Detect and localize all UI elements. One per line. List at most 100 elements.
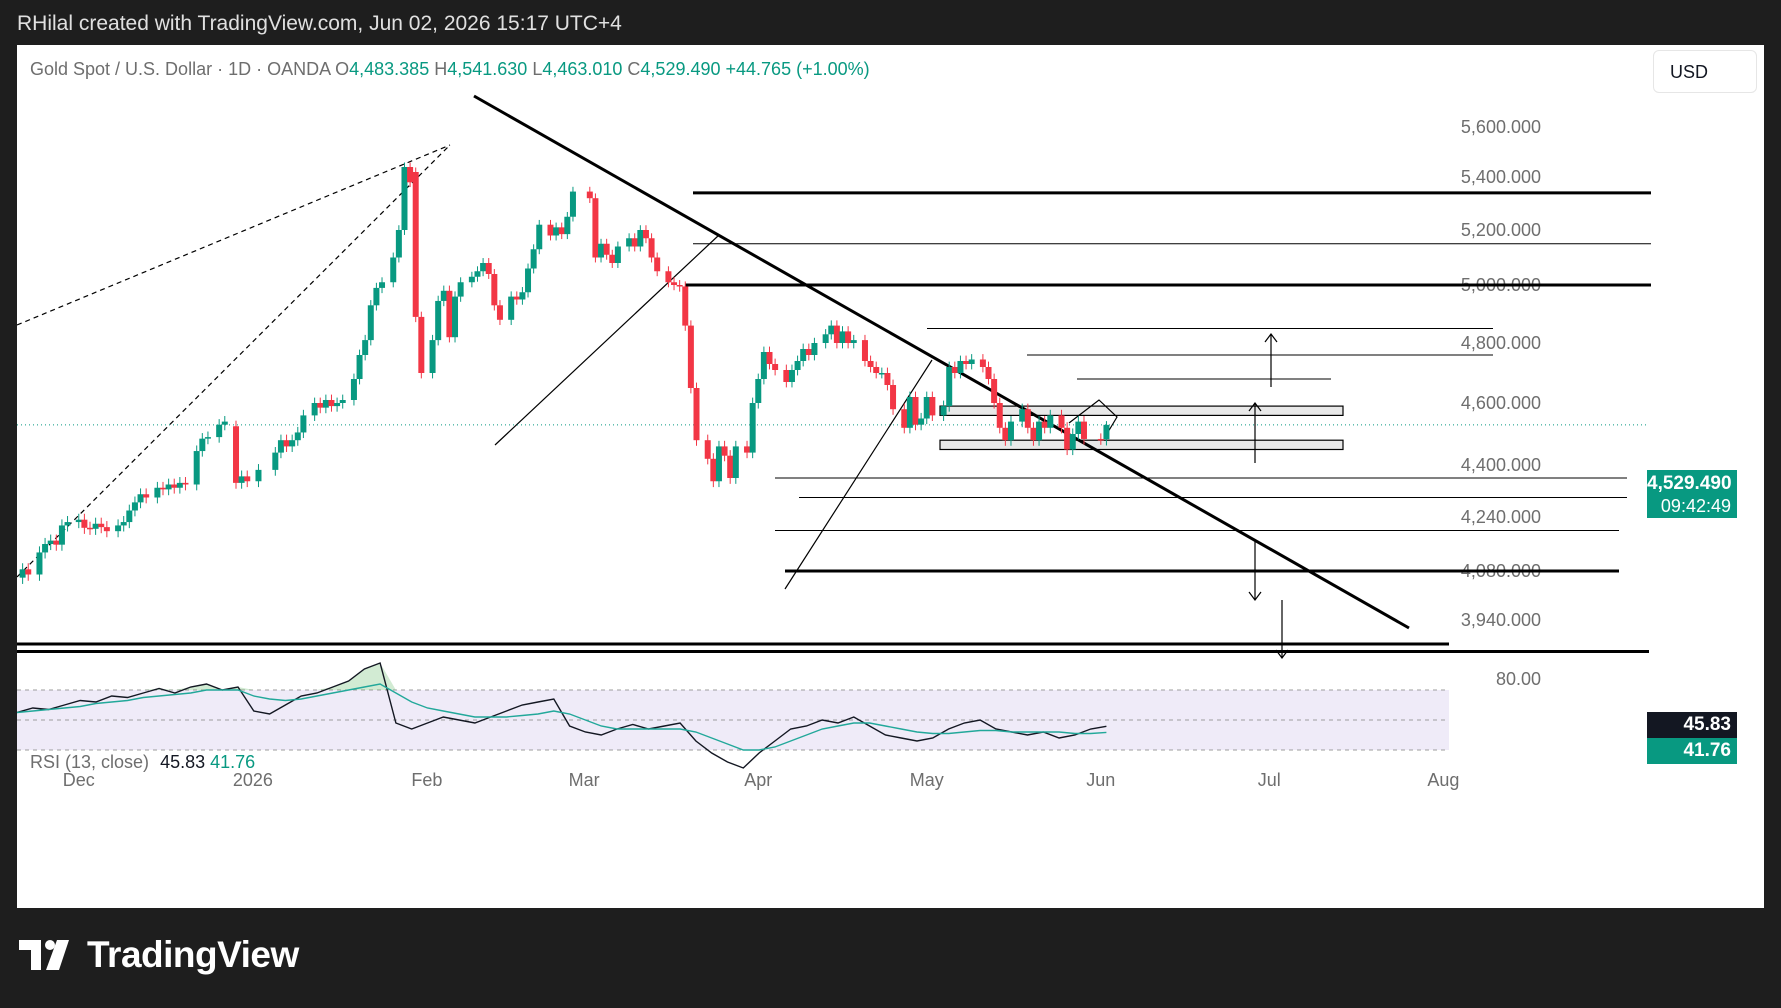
open-value: 4,483.385 [349, 59, 430, 79]
candle-body [350, 379, 357, 400]
candle-body [407, 167, 414, 183]
candle-body [334, 403, 341, 407]
candle-body [732, 446, 739, 478]
candle-body [81, 519, 88, 528]
candle-body [221, 421, 228, 425]
candle-body [715, 446, 722, 482]
candle-body [103, 527, 110, 532]
candle-body [126, 510, 133, 523]
chart-panel[interactable]: 5,600.000 5,400.000 5,200.000 5,000.000 4,80… [17, 45, 1764, 908]
time-tick-label: Apr [744, 770, 772, 790]
candle-body [884, 373, 891, 385]
candle-body [760, 352, 767, 379]
candle-body [940, 406, 947, 416]
chart-svg[interactable]: 5,600.0005,400.0005,200.0005,000.0004,80… [17, 45, 1764, 908]
candle-body [204, 437, 211, 439]
candle-body [154, 487, 161, 498]
candle-body [693, 388, 700, 441]
candle-body [1024, 409, 1031, 428]
candle-body [339, 400, 346, 403]
candle-body [631, 238, 638, 247]
candle-body [553, 227, 560, 236]
close-label: C [627, 59, 641, 79]
candle-body [283, 440, 290, 447]
candle-body [558, 227, 565, 235]
candle-body [412, 172, 419, 317]
candle-body [1103, 424, 1110, 440]
candle-body [474, 271, 481, 277]
candle-body [878, 373, 885, 375]
candle-body [946, 367, 953, 407]
high-label: H [434, 59, 448, 79]
candle-body [485, 263, 492, 274]
candle-body [160, 487, 167, 490]
time-tick-label: Feb [411, 770, 442, 790]
rsi-level-label: 80.00 [1496, 669, 1541, 689]
candle-body [216, 424, 223, 438]
flag-pattern-outline [1068, 399, 1118, 438]
candle-body [1080, 421, 1087, 439]
rsi-ma-value-tag: 41.76 [1647, 738, 1737, 764]
candle-body [727, 455, 734, 478]
target-arrow-head [1248, 591, 1262, 601]
candle-body [704, 440, 711, 459]
candle-body [788, 370, 795, 382]
candle-body [25, 569, 32, 575]
support-resistance-zone [939, 439, 1344, 451]
candle-body [513, 296, 520, 300]
candle-body [744, 446, 751, 453]
price-tick-label: 4,800.000 [1461, 333, 1541, 353]
candle-body [890, 385, 897, 410]
candle-body [1036, 421, 1043, 441]
time-tick-label: Jul [1258, 770, 1281, 790]
low-value: 4,463.010 [542, 59, 623, 79]
candle-body [682, 286, 689, 326]
candle-body [985, 367, 992, 379]
candle-body [547, 224, 554, 236]
candle-body [519, 292, 526, 300]
candle-body [783, 370, 790, 382]
candle-body [592, 198, 599, 258]
price-tick-label: 4,240.000 [1461, 507, 1541, 527]
currency-button[interactable]: USD [1653, 50, 1757, 93]
channel-line [494, 234, 720, 446]
chart-credit-bar: RHilal created with TradingView.com, Jun… [0, 0, 1781, 45]
tradingview-brand-text: TradingView [87, 934, 299, 975]
candle-body [362, 340, 369, 355]
candle-body [833, 325, 840, 343]
candle-body [968, 359, 975, 364]
candle-body [564, 216, 571, 235]
time-tick-label: Mar [569, 770, 600, 790]
candle-body [1058, 415, 1065, 428]
candle-body [42, 544, 49, 553]
candle-body [53, 540, 60, 545]
candle-body [772, 364, 779, 370]
support-resistance-zone [939, 405, 1344, 417]
candle-body [1007, 421, 1014, 441]
open-label: O [335, 59, 350, 79]
candle-body [238, 476, 245, 483]
price-tick-label: 5,400.000 [1461, 167, 1541, 187]
close-value: 4,529.490 [640, 59, 721, 79]
candle-body [64, 522, 71, 526]
time-tick-label: Dec [63, 770, 95, 790]
candle-body [951, 367, 958, 373]
candle-body [850, 340, 857, 343]
candle-body [525, 268, 532, 293]
descending-trendline [473, 94, 1410, 630]
fib-projection-dashed-line [17, 144, 451, 578]
target-arrow-head [1264, 333, 1278, 343]
candle-body [648, 238, 655, 258]
rsi-legend-value: 45.83 [160, 752, 206, 772]
low-label: L [532, 59, 543, 79]
candle-body [609, 254, 616, 263]
change-value: +44.765 (+1.00%) [725, 59, 870, 79]
candle-body [328, 400, 335, 407]
candle-body [637, 230, 644, 247]
candle-body [311, 403, 318, 416]
fib-projection-dashed-line [17, 144, 451, 326]
candle-body [963, 361, 970, 364]
candle-body [496, 305, 503, 320]
candle-body [182, 482, 189, 485]
candle-body [811, 343, 818, 355]
